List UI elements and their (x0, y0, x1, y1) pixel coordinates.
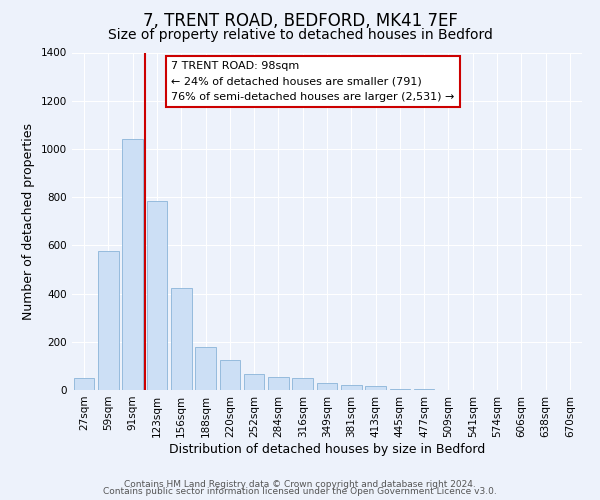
Text: 7 TRENT ROAD: 98sqm
← 24% of detached houses are smaller (791)
76% of semi-detac: 7 TRENT ROAD: 98sqm ← 24% of detached ho… (172, 61, 455, 102)
Bar (365, 386, 386, 390)
Text: Size of property relative to detached houses in Bedford: Size of property relative to detached ho… (107, 28, 493, 42)
Bar (244, 374, 265, 390)
Bar (146, 201, 167, 390)
Bar (220, 360, 240, 390)
Text: 7, TRENT ROAD, BEDFORD, MK41 7EF: 7, TRENT ROAD, BEDFORD, MK41 7EF (143, 12, 457, 30)
Text: Contains HM Land Registry data © Crown copyright and database right 2024.: Contains HM Land Registry data © Crown c… (124, 480, 476, 489)
Bar (195, 346, 216, 390)
Text: Contains public sector information licensed under the Open Government Licence v3: Contains public sector information licen… (103, 488, 497, 496)
Bar (341, 384, 362, 390)
Bar (74, 378, 94, 390)
X-axis label: Distribution of detached houses by size in Bedford: Distribution of detached houses by size … (169, 442, 485, 456)
Bar (317, 384, 337, 390)
Bar (171, 288, 191, 390)
Bar (98, 252, 119, 390)
Bar (292, 378, 313, 390)
Y-axis label: Number of detached properties: Number of detached properties (22, 122, 35, 320)
Bar (389, 389, 410, 390)
Bar (268, 376, 289, 390)
Bar (122, 140, 143, 390)
